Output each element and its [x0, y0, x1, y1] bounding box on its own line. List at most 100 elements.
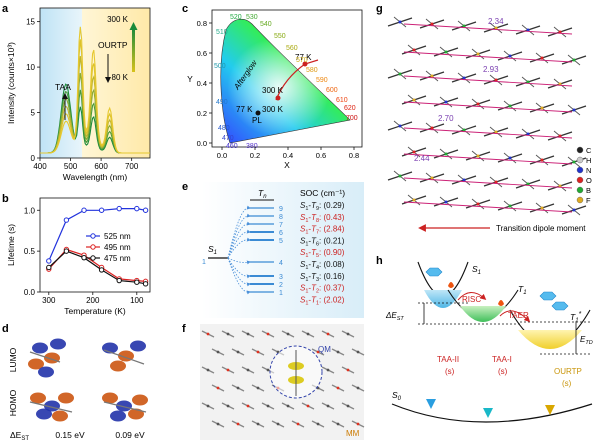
dest-label: ΔEST	[10, 430, 29, 442]
mm-atom	[356, 350, 360, 354]
flame-icon	[498, 300, 504, 306]
panel-b-letter: b	[2, 193, 9, 205]
mm-atom	[216, 386, 220, 390]
panel-e-letter: e	[182, 181, 188, 193]
mm-atom	[316, 350, 320, 354]
molecule-atom	[444, 152, 448, 156]
lifetime-point	[142, 207, 149, 213]
ourtp-label: OURTP	[554, 367, 582, 376]
x-tick-label: 0.6	[316, 151, 326, 160]
panel-c-letter: c	[182, 3, 188, 15]
molecule-atom	[558, 184, 562, 188]
mm-atom	[356, 386, 360, 390]
crystal-packing	[387, 16, 587, 216]
s0-curve	[391, 403, 593, 423]
orbital-images	[28, 338, 148, 422]
mm-atom	[266, 368, 270, 372]
x-tick-label: 0.0	[217, 151, 227, 160]
ourtp-band	[82, 8, 150, 158]
molecule-atom	[462, 178, 466, 182]
legend-dot	[576, 146, 584, 154]
mm-atom	[306, 332, 310, 336]
afterglow-300k-point	[275, 95, 281, 101]
dipole-line	[403, 201, 573, 213]
molecule-atom	[526, 182, 530, 186]
orbital-lobe	[52, 410, 68, 422]
panel-a-yticks: 0 5 10 15	[26, 18, 40, 163]
mm-atom	[216, 350, 220, 354]
molecule-atom	[508, 54, 512, 58]
legend-marker	[90, 255, 96, 261]
panel-c: c Afterglow 77 K 300 K 77 K 300 K PL 520…	[182, 3, 363, 170]
y-tick-label: 0.5	[24, 247, 36, 256]
molecule-atom	[540, 56, 544, 60]
legend-label: 525 nm	[104, 232, 131, 241]
molecule-atom	[508, 156, 512, 160]
taa1-label: TAA-I	[492, 355, 512, 364]
triplet-level-num: 4	[279, 260, 283, 267]
mm-atom	[236, 422, 240, 426]
molecule-atom	[412, 48, 416, 52]
orbital-lobe	[128, 408, 144, 420]
orbital-lobe	[32, 342, 48, 354]
lumo-label: LUMO	[8, 347, 18, 372]
s1-population	[424, 290, 462, 308]
panel-c-ylabel: Y	[187, 74, 193, 84]
panel-b: b 525 nm 495 nm 475 nm 300 200 100 0.0 0.5 1.0…	[2, 193, 151, 316]
dipole-line	[403, 23, 573, 35]
wavelength-label: 500	[214, 63, 226, 70]
molecule-atom	[412, 98, 416, 102]
mm-atom	[206, 404, 210, 408]
panel-c-xlabel: X	[284, 160, 290, 170]
soc-entry: S1-T5: (0.90)	[300, 248, 345, 259]
x-tick-label: 600	[94, 162, 108, 171]
wavelength-label: 510	[216, 29, 228, 36]
x-tick-label: 100	[130, 296, 144, 305]
isc-path	[227, 205, 251, 259]
dipole-line	[403, 51, 573, 63]
wavelength-label: 600	[326, 87, 338, 94]
panel-c-frame	[211, 9, 363, 148]
mm-atom	[236, 350, 240, 354]
molecule-atom	[476, 154, 480, 158]
panel-d: d LUMO HOMO ΔEST 0.15 eV 0.09 eV	[2, 323, 148, 442]
dipole-line	[403, 75, 573, 87]
legend-marker	[90, 233, 96, 239]
distance-2: 2.93	[483, 65, 499, 74]
temp-arrow	[132, 28, 135, 72]
molecule-atom	[462, 76, 466, 80]
lifetime-curves	[46, 205, 149, 287]
wavelength-label: 490	[216, 99, 228, 106]
molecule-atom	[558, 134, 562, 138]
soc-entry: S1-T7: (2.84)	[300, 225, 345, 236]
orbital-lobe	[132, 394, 148, 406]
qm-label: QM	[318, 345, 331, 354]
wavelength-label: 480	[218, 125, 230, 132]
mm-atom	[256, 386, 260, 390]
mm-atom	[216, 422, 220, 426]
molecule-icon	[425, 267, 443, 277]
taa-label: TAA	[55, 82, 71, 92]
molecule-atom	[494, 26, 498, 30]
temp-bottom-label: 80 K	[112, 73, 129, 82]
distance-1: 2.34	[488, 17, 504, 26]
wavelength-label: 620	[344, 105, 356, 112]
mm-atom	[256, 422, 260, 426]
orbital-lobe	[110, 410, 126, 422]
wavelength-label: 700	[346, 115, 358, 122]
mm-atom	[286, 332, 290, 336]
mm-atom	[296, 422, 300, 426]
dipole-line	[403, 153, 573, 165]
temp-top-label: 300 K	[107, 15, 129, 24]
orbital-lobe	[38, 366, 54, 378]
lifetime-point	[116, 277, 122, 284]
molecule-atom	[462, 128, 466, 132]
soc-list: S1-T9: (0.29)S1-T8: (0.43)S1-T7: (2.84)S…	[300, 201, 345, 306]
mm-atom	[226, 368, 230, 372]
molecule-atom	[558, 82, 562, 86]
molecule-atom	[412, 150, 416, 154]
lifetime-point	[46, 258, 52, 264]
